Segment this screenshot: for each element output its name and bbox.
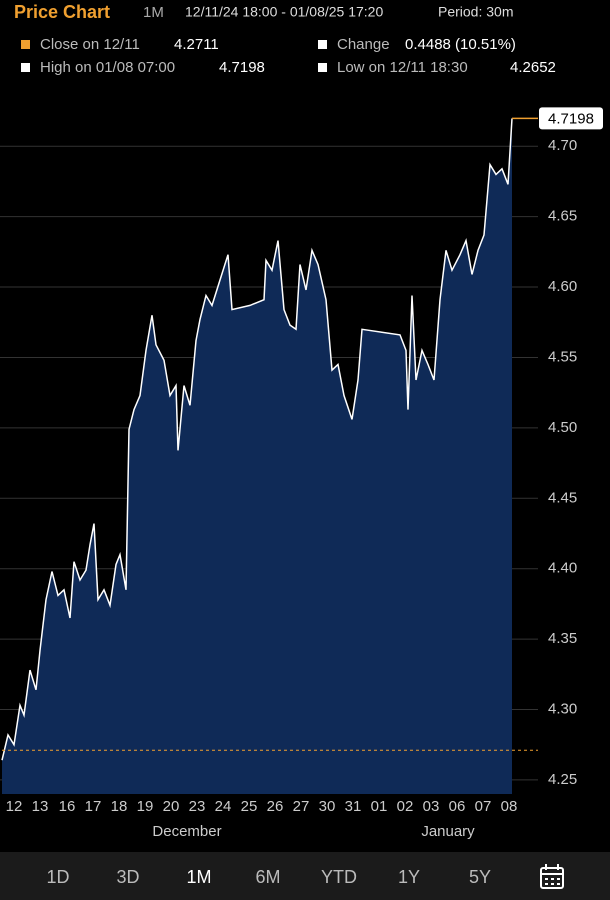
x-tick-label: 24 bbox=[215, 798, 232, 815]
period: Period: 30m bbox=[438, 4, 513, 20]
x-tick-label: 03 bbox=[423, 798, 440, 815]
y-tick-label: 4.70 bbox=[548, 137, 577, 154]
range-tab[interactable]: 1M bbox=[186, 867, 211, 887]
x-tick-label: 13 bbox=[32, 798, 49, 815]
x-tick-label: 31 bbox=[345, 798, 362, 815]
x-tick-label: 30 bbox=[319, 798, 336, 815]
y-tick-label: 4.45 bbox=[548, 489, 577, 506]
x-tick-label: 06 bbox=[449, 798, 466, 815]
close-swatch bbox=[21, 40, 30, 49]
x-tick-label: 12 bbox=[6, 798, 23, 815]
y-tick-label: 4.30 bbox=[548, 700, 577, 717]
x-tick-label: 08 bbox=[501, 798, 518, 815]
y-tick-label: 4.35 bbox=[548, 630, 577, 647]
tab-bar bbox=[0, 852, 610, 900]
high-label: High on 01/08 07:00 bbox=[40, 59, 175, 76]
last-price-label: 4.7198 bbox=[548, 110, 594, 127]
low-swatch bbox=[318, 63, 327, 72]
range-tab[interactable]: 3D bbox=[116, 867, 139, 887]
x-tick-label: 07 bbox=[475, 798, 492, 815]
x-tick-label: 19 bbox=[137, 798, 154, 815]
y-tick-label: 4.65 bbox=[548, 208, 577, 225]
change-swatch bbox=[318, 40, 327, 49]
low-label: Low on 12/11 18:30 bbox=[337, 59, 468, 76]
x-tick-label: 23 bbox=[189, 798, 206, 815]
last-price-box bbox=[539, 107, 603, 130]
range-tab[interactable]: 1D bbox=[46, 867, 69, 887]
y-tick-label: 4.40 bbox=[548, 560, 577, 577]
dates: 12/11/24 18:00 - 01/08/25 17:20 bbox=[185, 4, 383, 20]
y-tick-label: 4.60 bbox=[548, 278, 577, 295]
close-value: 4.2711 bbox=[174, 36, 219, 53]
plot: 4.25 4.30 4.35 4.40 4.45 4.50 4.55 4.60 4.65 4.70… bbox=[0, 107, 603, 840]
range: 1M bbox=[143, 4, 164, 21]
y-tick-label: 4.55 bbox=[548, 348, 577, 365]
x-tick-label: 02 bbox=[397, 798, 414, 815]
high-value: 4.7198 bbox=[219, 59, 265, 76]
change-label: Change bbox=[337, 36, 390, 53]
x-tick-label: 20 bbox=[163, 798, 180, 815]
x-tick-label: 01 bbox=[371, 798, 388, 815]
range-tab[interactable]: 6M bbox=[255, 867, 280, 887]
y-tick-label: 4.25 bbox=[548, 771, 577, 788]
range-tab[interactable]: YTD bbox=[321, 867, 357, 887]
x-tick-label: 26 bbox=[267, 798, 284, 815]
change-value: 0.4488 (10.51%) bbox=[405, 36, 516, 53]
price-line bbox=[1, 118, 513, 761]
month-label: January bbox=[421, 823, 475, 840]
x-tick-label: 25 bbox=[241, 798, 258, 815]
high-swatch bbox=[21, 63, 30, 72]
range-tab[interactable]: 1Y bbox=[398, 867, 420, 887]
x-tick-label: 27 bbox=[293, 798, 310, 815]
tabs: 1D 3D 1M 6M YTD 1Y 5Y bbox=[46, 867, 491, 887]
x-tick-label: 16 bbox=[59, 798, 76, 815]
range-tab[interactable]: 5Y bbox=[469, 867, 491, 887]
y-tick-label: 4.50 bbox=[548, 419, 577, 436]
close-label: Close on 12/11 bbox=[40, 36, 140, 53]
low-value: 4.2652 bbox=[510, 59, 556, 76]
area bbox=[2, 118, 512, 794]
x-tick-label: 18 bbox=[111, 798, 128, 815]
calendar-icon[interactable] bbox=[540, 864, 564, 889]
x-tick-label: 17 bbox=[85, 798, 102, 815]
title: Price Chart bbox=[14, 2, 110, 22]
month-label: December bbox=[152, 823, 221, 840]
